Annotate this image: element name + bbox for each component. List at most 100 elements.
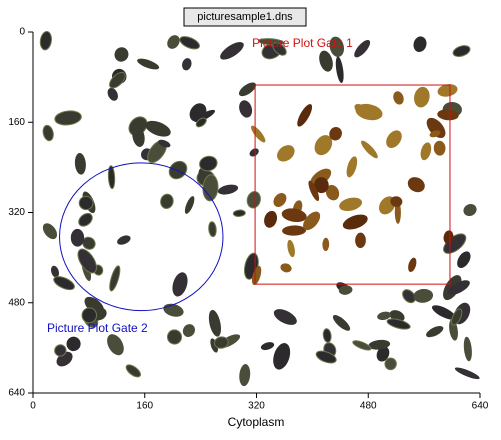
x-tick-label: 640 — [472, 401, 489, 412]
cell — [114, 47, 129, 62]
cell — [182, 58, 192, 71]
cell — [281, 208, 307, 223]
cell — [457, 251, 471, 269]
cell — [335, 56, 344, 84]
cell — [74, 152, 86, 175]
cell — [145, 120, 171, 137]
cell — [195, 117, 207, 128]
cell — [160, 193, 174, 210]
cell — [158, 139, 171, 148]
title-box — [183, 7, 307, 27]
cell — [329, 36, 345, 57]
cell — [426, 117, 446, 139]
cell — [81, 307, 97, 324]
y-tick-label: 640 — [8, 388, 25, 399]
cell — [354, 39, 371, 58]
cell — [217, 184, 239, 195]
cell — [42, 124, 54, 142]
cell — [390, 196, 403, 207]
cell — [132, 125, 145, 147]
cell — [220, 42, 244, 60]
cell — [386, 130, 402, 148]
cell — [239, 364, 251, 387]
cell — [232, 209, 246, 217]
cell — [402, 289, 416, 304]
y-tick-label: 320 — [8, 207, 25, 218]
cell — [339, 197, 363, 211]
cell — [182, 324, 195, 337]
cell — [172, 272, 188, 297]
cell — [239, 100, 253, 118]
cell — [325, 184, 340, 201]
cell — [451, 308, 463, 326]
cell — [437, 84, 458, 97]
cell — [429, 130, 441, 138]
cell — [393, 91, 404, 105]
cell — [352, 340, 372, 351]
x-tick-label: 0 — [30, 401, 36, 412]
cell — [303, 211, 321, 231]
cell — [329, 126, 342, 141]
cell — [202, 174, 219, 202]
cell — [384, 357, 397, 371]
cell — [314, 177, 329, 194]
cell — [282, 225, 307, 236]
cell — [107, 334, 124, 356]
cell — [297, 104, 313, 127]
cell — [322, 237, 330, 252]
cell — [199, 155, 218, 172]
cell — [249, 148, 259, 157]
cell — [386, 318, 411, 330]
cell — [273, 309, 297, 325]
cell — [54, 344, 67, 357]
cell — [208, 221, 217, 238]
cell — [413, 288, 434, 303]
cell — [109, 71, 126, 89]
cell — [322, 328, 332, 343]
cell — [443, 230, 454, 244]
cell — [70, 228, 85, 247]
cell — [251, 265, 262, 286]
cell — [407, 177, 425, 193]
cell — [413, 36, 427, 53]
cell — [109, 265, 121, 292]
cell — [368, 339, 391, 350]
cell — [208, 309, 222, 337]
x-tick-label: 160 — [136, 401, 153, 412]
cell — [315, 350, 337, 364]
y-tick-label: 480 — [8, 297, 25, 308]
cell — [272, 42, 287, 56]
cell — [346, 156, 358, 178]
cell — [77, 248, 97, 274]
cell — [54, 110, 82, 126]
gate-rectangle — [254, 84, 451, 285]
cell — [342, 214, 368, 230]
cell — [78, 195, 94, 211]
cell — [251, 125, 266, 143]
cell — [264, 210, 278, 228]
cell — [426, 325, 444, 338]
cell — [66, 336, 81, 352]
cell — [189, 103, 207, 122]
cell — [246, 191, 261, 209]
cell — [277, 145, 295, 162]
x-tick-label: 320 — [248, 401, 265, 412]
cell — [314, 135, 333, 156]
cell — [408, 257, 417, 272]
cell — [463, 336, 472, 362]
cell — [137, 58, 160, 70]
cell — [355, 232, 366, 249]
chart-title: picturesample1.dns — [197, 11, 293, 23]
cell — [273, 193, 287, 207]
gate-label: Picture Plot Gate 1 — [252, 36, 353, 50]
cell — [361, 140, 378, 159]
cell — [319, 50, 333, 72]
cell — [437, 109, 459, 121]
cell — [454, 367, 480, 380]
cell — [452, 45, 471, 57]
x-tick-label: 480 — [360, 401, 377, 412]
gate-ellipse — [59, 162, 224, 312]
cell — [107, 87, 118, 101]
cell — [166, 329, 183, 345]
